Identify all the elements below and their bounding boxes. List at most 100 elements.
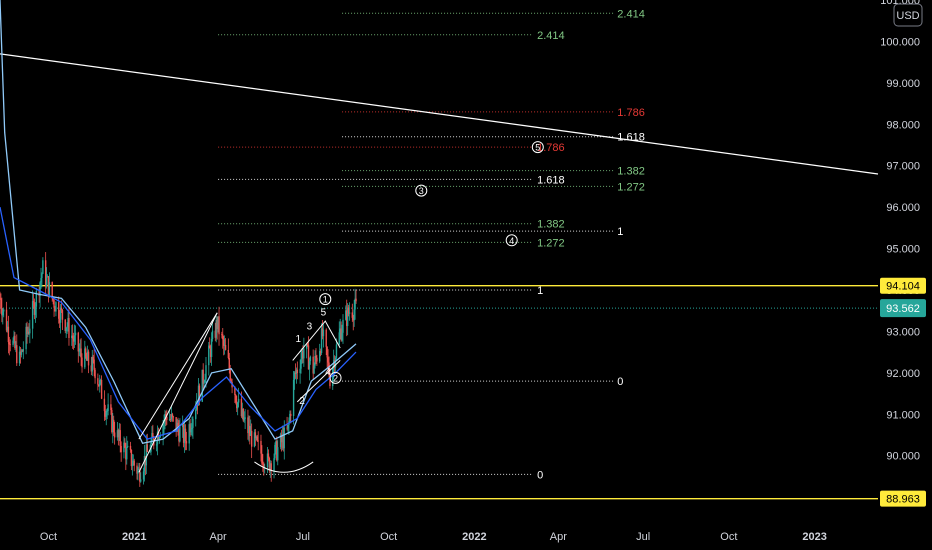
candle-body (191, 427, 193, 430)
candle-body (87, 351, 90, 366)
candle-body (192, 419, 194, 428)
candle-body (313, 365, 315, 374)
x-axis[interactable]: Oct 2021 Apr Jul Oct 2022 Apr Jul Oct 2023 (40, 531, 827, 543)
candle-body (209, 348, 212, 357)
candle-body (242, 408, 244, 421)
wave-line[interactable] (296, 360, 341, 403)
candle-body (202, 369, 204, 384)
y-tick-label: 92.000 (886, 368, 920, 380)
candle-body (211, 330, 214, 340)
candle-body (126, 445, 129, 447)
candle-body (229, 369, 231, 381)
candle-body (218, 316, 220, 335)
candle-body (152, 433, 154, 438)
candle-body (306, 344, 309, 346)
x-tick-label: 2022 (462, 531, 486, 543)
candle-body (15, 345, 17, 349)
fib-label: 1 (537, 285, 543, 297)
candle-body (168, 418, 171, 420)
candle-body (111, 410, 113, 433)
candle-body (262, 463, 264, 465)
candle-body (316, 357, 318, 362)
candle-body (40, 278, 42, 283)
candle-body (243, 418, 245, 421)
candle-body (8, 342, 11, 345)
candle-body (273, 458, 275, 471)
candle-body (314, 356, 316, 366)
currency-button[interactable]: USD (893, 3, 923, 27)
candle-body (159, 435, 162, 437)
moving-average-line (0, 0, 357, 445)
candle-body (171, 414, 174, 417)
trendline[interactable] (0, 53, 879, 175)
candle-body (282, 434, 285, 449)
candle-body (309, 356, 312, 362)
candle-body (241, 408, 244, 417)
wave-line[interactable] (292, 320, 341, 361)
candle-body (182, 424, 185, 443)
candle-body (118, 430, 121, 438)
candle-body (303, 348, 305, 359)
candle-body (92, 356, 94, 360)
candle-body (335, 344, 338, 358)
candle-body (55, 302, 57, 312)
fib-label: 2.414 (537, 30, 565, 42)
rounding-bottom-arc[interactable] (254, 461, 314, 473)
wave-line[interactable] (138, 312, 218, 473)
y-tick-label: 91.000 (886, 409, 920, 421)
candle-body (236, 402, 238, 409)
fib-extension-group: 2.4141.7861.6181.3821.272102.4141.7861.6… (218, 8, 645, 481)
candle-body (286, 427, 288, 429)
circled-label-ring (531, 141, 544, 154)
candle-body (268, 457, 271, 472)
candle-body (72, 335, 74, 339)
candle-body (80, 348, 82, 358)
x-tick-label: Jul (296, 531, 310, 543)
candle-body (279, 434, 282, 448)
candle-body (73, 335, 76, 342)
candle-body (301, 351, 303, 359)
wave-line[interactable] (138, 312, 218, 440)
candle-body (143, 455, 146, 472)
candle-body (354, 298, 356, 310)
candle-body (65, 327, 67, 331)
candle-body (328, 362, 330, 376)
candle-body (144, 455, 147, 466)
x-tick-label: Apr (550, 531, 567, 543)
candle-body (100, 379, 103, 399)
candle-body (20, 350, 23, 355)
candle-body (68, 318, 70, 339)
candle-body (78, 350, 80, 352)
candle-body (35, 290, 38, 307)
candle-body (45, 277, 48, 286)
candle-body (113, 432, 116, 438)
candle-body (234, 387, 236, 395)
candle-body (338, 332, 340, 345)
candle-body (292, 379, 295, 416)
x-tick-label: Oct (720, 531, 737, 543)
candle-body (72, 338, 75, 342)
candle-body (332, 360, 335, 368)
candle-body (183, 428, 186, 443)
circled-label: 1 (323, 295, 328, 305)
candle-body (1, 307, 3, 316)
fib-label: 1 (617, 226, 623, 238)
fib-label: 1.382 (537, 219, 565, 231)
candle-body (166, 416, 168, 420)
x-tick-label: Oct (380, 531, 397, 543)
candle-body (97, 378, 99, 385)
last-price-badge (880, 299, 926, 318)
candle-body (345, 310, 347, 320)
candle-body (177, 422, 179, 430)
fib-label: 2.414 (617, 8, 645, 20)
candle-body (216, 319, 218, 329)
candle-body (12, 340, 14, 345)
candle-body (124, 442, 126, 448)
candle-body (195, 409, 197, 420)
wave-label: 2 (299, 396, 305, 407)
candle-body (320, 328, 323, 353)
level-price-badge (880, 490, 926, 507)
wave-label: 4 (325, 367, 331, 378)
candle-body (250, 430, 252, 436)
